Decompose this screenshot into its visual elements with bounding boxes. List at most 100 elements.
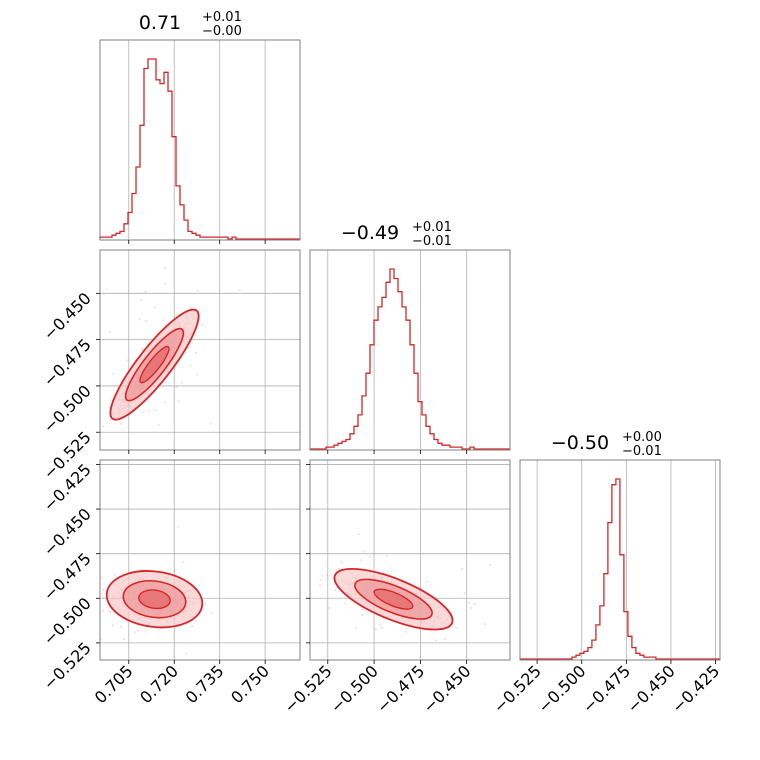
y-tick-label-1-3: −0.450 [40, 289, 95, 344]
sample-point [164, 282, 167, 285]
sample-point [119, 422, 122, 425]
x-tick-label-0-3: 0.750 [227, 661, 273, 707]
sample-point [181, 560, 185, 564]
frame-layer [99, 39, 721, 661]
sample-point [334, 589, 337, 592]
sample-point [467, 601, 470, 604]
x-tick-label-1-3: −0.450 [419, 661, 474, 716]
sample-point [176, 525, 179, 528]
sample-point [175, 386, 178, 389]
sample-point [484, 623, 487, 626]
histogram-0 [99, 58, 300, 240]
sample-point [469, 606, 473, 610]
sample-point [381, 626, 384, 629]
panel-frame-1-0 [99, 249, 301, 451]
panel-frame-2-0 [99, 459, 301, 661]
sample-point [461, 567, 464, 571]
panel-title-1: −0.49 +0.01−0.01 [341, 220, 452, 249]
histogram-2 [520, 478, 720, 660]
sample-point [386, 554, 389, 557]
x-tick-label-2-1: −0.500 [534, 661, 589, 716]
y-tick-label-1-1: −0.500 [40, 381, 95, 436]
sample-point [139, 299, 143, 302]
panel-frame-2-2 [519, 459, 721, 661]
sample-point [153, 306, 156, 309]
grid-layer [100, 40, 716, 660]
sample-point [95, 607, 97, 609]
sample-point [360, 559, 363, 562]
sample-point [181, 381, 184, 384]
panel-title-0: 0.71 +0.01−0.00 [139, 10, 242, 39]
sample-point [189, 364, 192, 367]
sample-point [16, 647, 18, 649]
x-tick-label-1-2: −0.475 [373, 661, 428, 716]
sample-point [122, 637, 125, 641]
sample-point [194, 351, 197, 354]
sample-point [326, 574, 329, 577]
sample-point [142, 411, 145, 414]
title-value-0: 0.71 [139, 12, 181, 34]
sample-point [425, 580, 428, 584]
sample-point [191, 625, 194, 628]
sample-point [147, 410, 150, 413]
histogram-1 [310, 268, 510, 450]
sample-point [194, 619, 197, 623]
x-tick-label-1-1: −0.500 [327, 661, 382, 716]
sample-point [298, 562, 300, 564]
x-tick-label-2-3: −0.450 [623, 661, 678, 716]
sample-point [113, 573, 117, 576]
y-tick-label-1-2: −0.475 [40, 335, 95, 390]
title-plus-2: +0.00 [622, 430, 662, 445]
sample-point [66, 380, 68, 382]
sample-point [97, 301, 99, 303]
title-value-2: −0.50 [551, 432, 609, 454]
sample-point [102, 588, 105, 592]
sample-point [112, 372, 115, 375]
sample-point [163, 266, 166, 270]
sample-point [327, 606, 330, 610]
title-value-1: −0.49 [341, 222, 399, 244]
sample-point [200, 323, 204, 326]
y-tick-label-2-3: −0.450 [40, 504, 95, 559]
sample-point [111, 624, 114, 627]
panel-frame-2-1 [309, 459, 511, 661]
sample-point [204, 603, 207, 606]
title-plus-0: +0.01 [202, 10, 242, 25]
sample-point [108, 610, 111, 613]
sample-point [163, 401, 166, 404]
panel-frame-1-1 [309, 249, 511, 451]
x-tick-label-2-4: −0.425 [668, 661, 723, 716]
sample-point [136, 629, 139, 632]
sample-point [196, 373, 199, 376]
sample-point [363, 550, 366, 553]
sample-point [126, 359, 129, 362]
sample-point [379, 623, 382, 626]
sample-point [354, 626, 357, 629]
sample-point [144, 320, 147, 323]
x-tick-label-2-2: −0.475 [579, 661, 634, 716]
sample-point [361, 608, 364, 611]
sample-point [405, 627, 408, 630]
sample-point [209, 422, 212, 425]
sample-point [455, 626, 458, 629]
sample-point [369, 555, 372, 558]
sample-point [66, 378, 68, 380]
sample-point [405, 630, 408, 633]
sample-point [374, 628, 377, 631]
panel-frame-0-0 [99, 39, 301, 241]
sample-point [154, 408, 157, 412]
sample-point [108, 330, 112, 334]
title-plus-1: +0.01 [412, 220, 452, 235]
sample-point [319, 578, 322, 581]
sample-point [435, 639, 438, 642]
sample-point [196, 289, 199, 292]
sample-point [105, 287, 108, 290]
sample-point [177, 400, 180, 403]
sample-point [473, 602, 476, 606]
sample-point [321, 574, 324, 577]
sample-point [133, 631, 136, 634]
x-tick-label-0-1: 0.720 [136, 661, 182, 707]
sample-point [238, 289, 241, 292]
title-minus-0: −0.00 [202, 24, 242, 39]
